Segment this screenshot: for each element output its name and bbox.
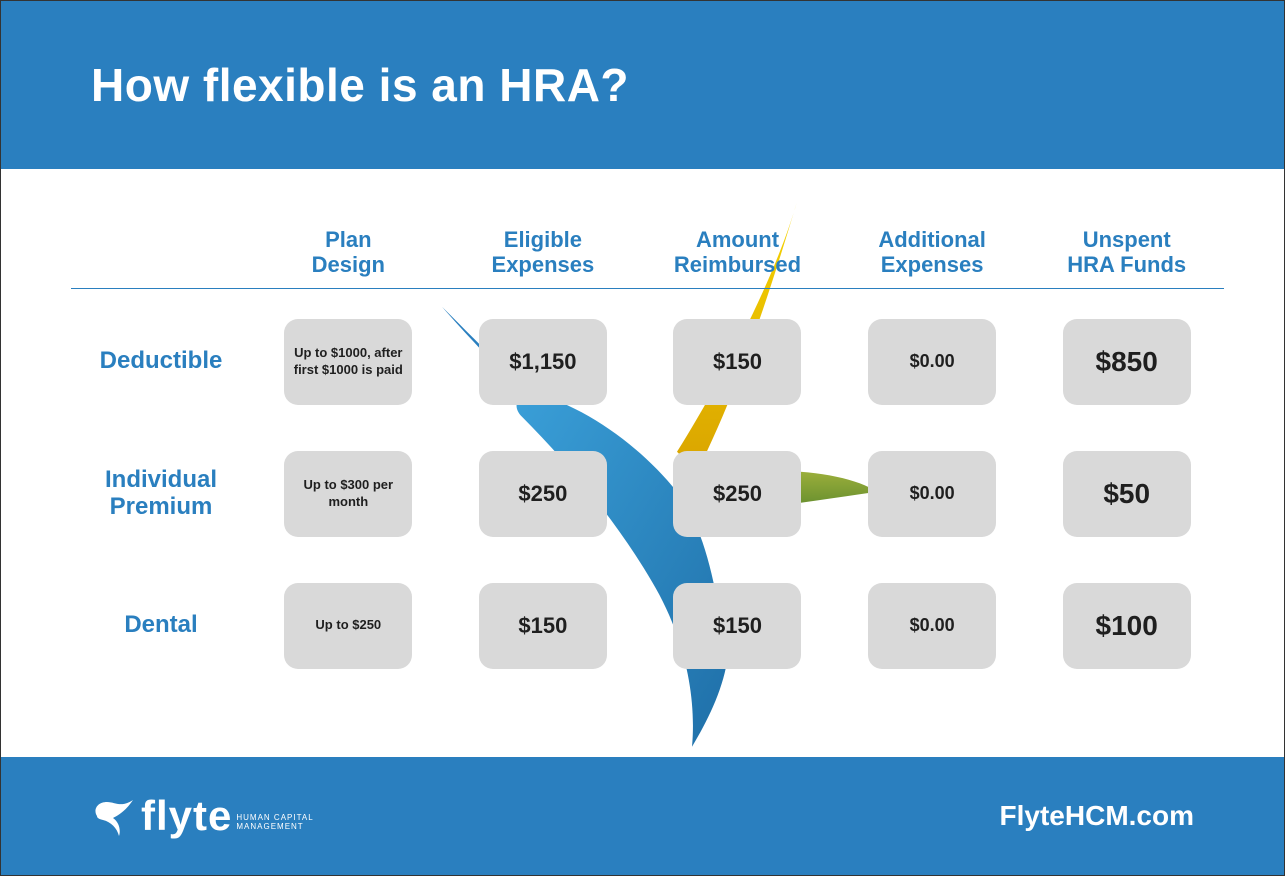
footer-bar: flyte HUMAN CAPITAL MANAGEMENT FlyteHCM.… xyxy=(1,757,1284,875)
table-cell: $150 xyxy=(640,583,835,669)
value-chip: $150 xyxy=(479,583,607,669)
row-label: Dental xyxy=(71,612,251,638)
page-title: How flexible is an HRA? xyxy=(91,58,629,112)
value-chip: Up to $1000, after first $1000 is paid xyxy=(284,319,412,405)
column-header: AmountReimbursed xyxy=(640,227,835,278)
value-chip: Up to $250 xyxy=(284,583,412,669)
value-chip: $0.00 xyxy=(868,319,996,405)
table-cell: $250 xyxy=(446,451,641,537)
table-cell: $150 xyxy=(640,319,835,405)
table-cell: $50 xyxy=(1029,451,1224,537)
column-header: PlanDesign xyxy=(251,227,446,278)
infographic-page: How flexible is an HRA? xyxy=(0,0,1285,876)
table-row: Deductible Up to $1000, after first $1000… xyxy=(71,319,1224,405)
table-cell: Up to $1000, after first $1000 is paid xyxy=(251,319,446,405)
value-chip: $1,150 xyxy=(479,319,607,405)
column-header: AdditionalExpenses xyxy=(835,227,1030,278)
table-cell: $0.00 xyxy=(835,451,1030,537)
hummingbird-small-icon xyxy=(91,796,135,836)
content-area: PlanDesign EligibleExpenses AmountReimbu… xyxy=(1,169,1284,757)
table-row: Dental Up to $250 $150 $150 $0.00 $100 xyxy=(71,583,1224,669)
table-body: Deductible Up to $1000, after first $1000… xyxy=(71,319,1224,669)
value-chip: $100 xyxy=(1063,583,1191,669)
footer-url: FlyteHCM.com xyxy=(1000,800,1194,832)
table-cell: $850 xyxy=(1029,319,1224,405)
table-cell: $0.00 xyxy=(835,319,1030,405)
value-chip: $150 xyxy=(673,583,801,669)
value-chip: $250 xyxy=(673,451,801,537)
value-chip: $0.00 xyxy=(868,583,996,669)
column-header: EligibleExpenses xyxy=(446,227,641,278)
row-label: IndividualPremium xyxy=(71,467,251,520)
footer-sub-line: MANAGEMENT xyxy=(236,823,313,832)
footer-logo-text: flyte xyxy=(141,792,232,840)
column-header: UnspentHRA Funds xyxy=(1029,227,1224,278)
table-row: IndividualPremium Up to $300 per month $25… xyxy=(71,451,1224,537)
table-header-row: PlanDesign EligibleExpenses AmountReimbu… xyxy=(71,227,1224,289)
value-chip: $0.00 xyxy=(868,451,996,537)
table-cell: $250 xyxy=(640,451,835,537)
footer-brand-subtitle: HUMAN CAPITAL MANAGEMENT xyxy=(236,814,313,832)
table-cell: Up to $250 xyxy=(251,583,446,669)
footer-brand-name: flyte xyxy=(141,792,232,839)
header-bar: How flexible is an HRA? xyxy=(1,1,1284,169)
table-cell: $0.00 xyxy=(835,583,1030,669)
table-cell: $100 xyxy=(1029,583,1224,669)
table-cell: Up to $300 per month xyxy=(251,451,446,537)
value-chip: $150 xyxy=(673,319,801,405)
value-chip: Up to $300 per month xyxy=(284,451,412,537)
value-chip: $850 xyxy=(1063,319,1191,405)
value-chip: $250 xyxy=(479,451,607,537)
hra-table: PlanDesign EligibleExpenses AmountReimbu… xyxy=(71,227,1224,669)
footer-logo: flyte HUMAN CAPITAL MANAGEMENT xyxy=(91,792,314,840)
table-cell: $150 xyxy=(446,583,641,669)
value-chip: $50 xyxy=(1063,451,1191,537)
table-cell: $1,150 xyxy=(446,319,641,405)
row-label: Deductible xyxy=(71,348,251,374)
